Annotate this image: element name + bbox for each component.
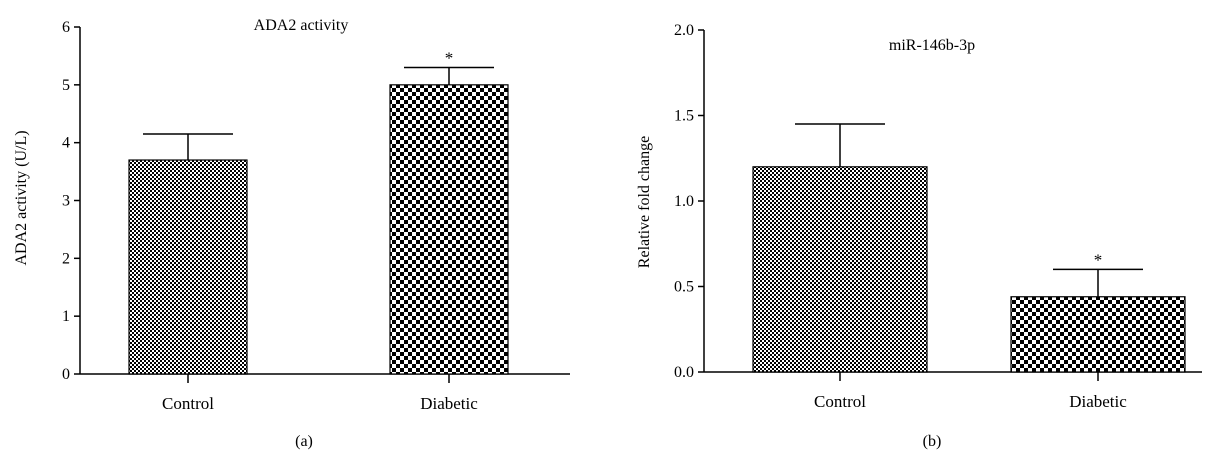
significance-marker-a: *: [445, 48, 454, 67]
y-axis-label-b: Relative fold change: [636, 136, 653, 268]
panel-label-a: (a): [295, 433, 313, 450]
chart-title-b: miR-146b-3p: [889, 37, 975, 54]
y-tick-label-b: 0.5: [674, 279, 694, 296]
y-tick-label-a: 6: [62, 19, 70, 36]
y-tick-label-b: 2.0: [674, 22, 694, 39]
chart-title-a: ADA2 activity: [254, 17, 349, 34]
y-tick-label-a: 0: [62, 366, 70, 383]
bar-diabetic-b: [1010, 296, 1186, 373]
axes-b: 0.0 0.5 1.0 1.5 2.0: [674, 22, 1202, 381]
y-tick-label-b: 1.5: [674, 108, 694, 125]
panel-label-b: (b): [923, 433, 942, 450]
x-tick-label-b: Control: [814, 392, 866, 411]
panel-a: ADA2 activity ADA2 activity (U/L) 0 1 2 3 4 5…: [13, 17, 570, 450]
y-tick-label-b: 0.0: [674, 364, 694, 381]
bar-diabetic-a: [389, 84, 509, 375]
y-tick-label-b: 1.0: [674, 193, 694, 210]
bar-control-a: [128, 159, 248, 375]
x-tick-label-a: Control: [162, 394, 214, 413]
y-tick-label-a: 1: [62, 308, 70, 325]
y-tick-label-a: 4: [62, 135, 70, 152]
bars-a: Control Diabetic *: [128, 48, 509, 413]
panel-b: miR-146b-3p Relative fold change 0.0 0.5 1…: [636, 22, 1202, 450]
x-tick-label-b: Diabetic: [1069, 392, 1127, 411]
bars-b: Control Diabetic *: [752, 123, 1186, 411]
y-axis-label-a: ADA2 activity (U/L): [13, 130, 30, 265]
x-tick-label-a: Diabetic: [420, 394, 478, 413]
y-tick-label-a: 5: [62, 77, 70, 94]
y-tick-label-a: 3: [62, 193, 70, 210]
y-tick-label-a: 2: [62, 250, 70, 267]
significance-marker-b: *: [1094, 250, 1103, 269]
bar-control-b: [752, 166, 928, 373]
